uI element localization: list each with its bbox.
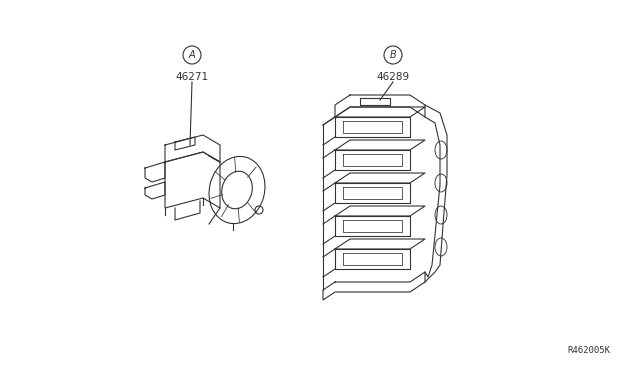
Text: 46271: 46271 bbox=[175, 72, 209, 82]
Text: 46289: 46289 bbox=[376, 72, 410, 82]
Text: B: B bbox=[390, 50, 396, 60]
Text: R462005K: R462005K bbox=[567, 346, 610, 355]
Text: A: A bbox=[189, 50, 195, 60]
